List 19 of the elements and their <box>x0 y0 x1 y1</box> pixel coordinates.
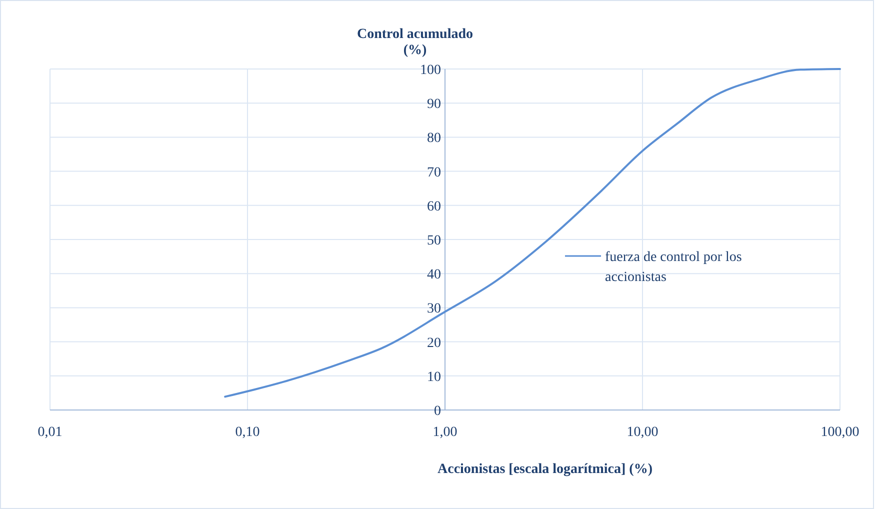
y-tick-label: 0 <box>434 404 441 419</box>
x-tick-label: 0,10 <box>235 425 260 440</box>
x-tick-label: 1,00 <box>432 425 458 440</box>
y-tick-label: 30 <box>427 302 441 317</box>
y-tick-label: 20 <box>427 336 441 351</box>
y-tick-label: 50 <box>427 234 441 248</box>
y-tick-label: 90 <box>427 97 441 112</box>
legend-label: fuerza de control por los accionistas <box>605 250 742 285</box>
y-tick-label: 100 <box>420 63 441 78</box>
y-tick-label: 70 <box>427 165 441 180</box>
y-tick-label: 60 <box>427 199 441 214</box>
chart-title: Control acumulado (%) <box>356 27 474 58</box>
x-tick-label: 0,01 <box>38 425 62 440</box>
y-tick-label: 40 <box>427 268 441 283</box>
x-tick-label: 10,00 <box>626 425 658 440</box>
y-tick-label: 80 <box>427 131 441 146</box>
x-tick-label: 100,00 <box>820 425 860 440</box>
x-axis-title: Accionistas [escala logarítmica] (%) <box>438 462 653 477</box>
y-tick-label: 10 <box>427 370 441 385</box>
